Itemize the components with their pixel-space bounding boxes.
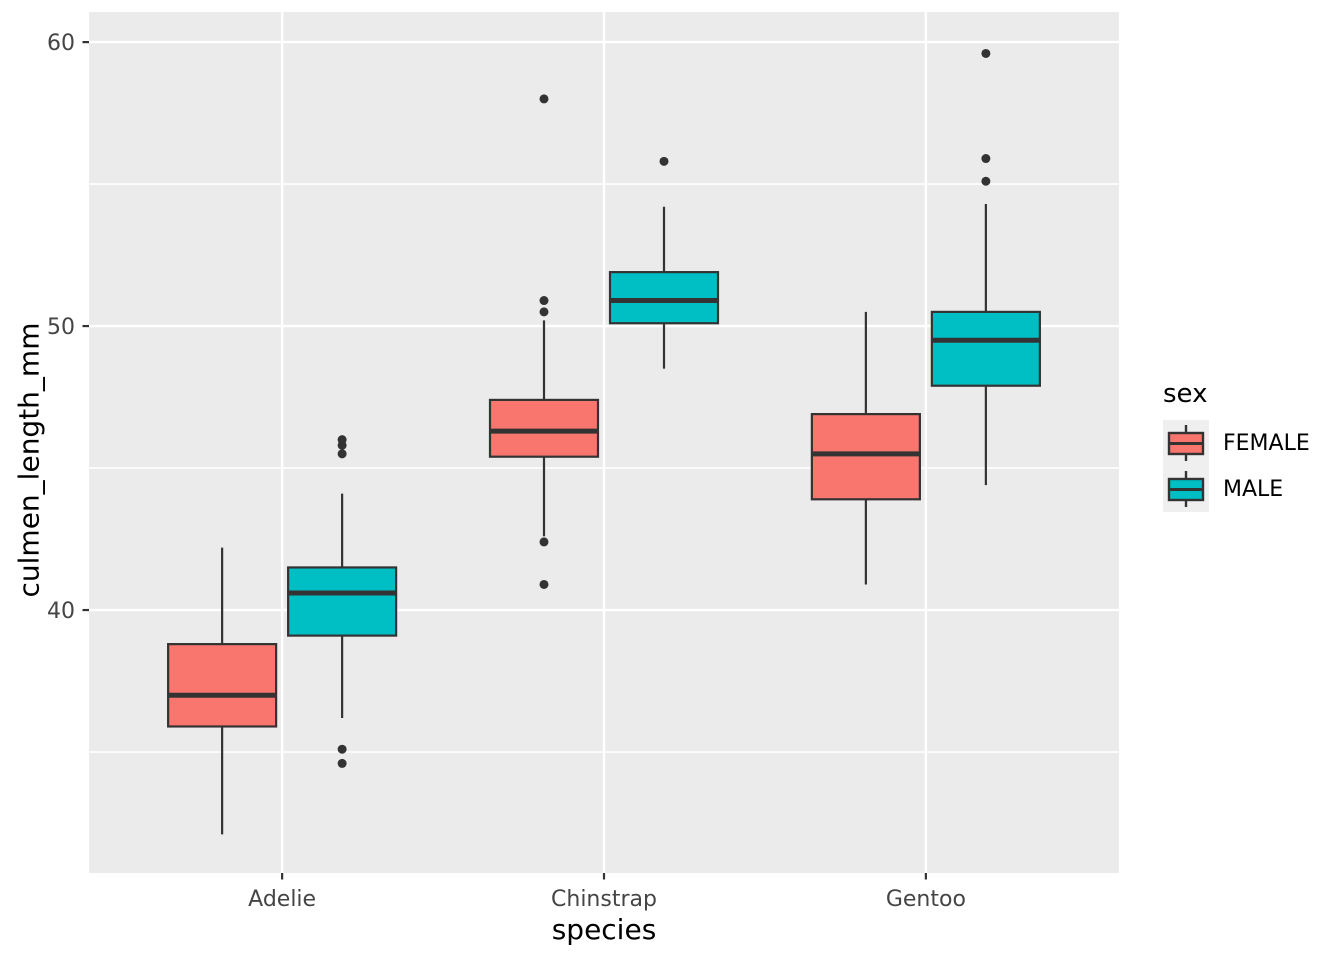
- box-gentoo-female-iqr: [810, 413, 921, 501]
- x-axis-title: species: [551, 913, 657, 946]
- y-axis-title: culmen_length_mm: [12, 322, 46, 598]
- box-gentoo-male-iqr: [930, 310, 1041, 387]
- legend: sex FEMALE MALE: [1163, 379, 1310, 512]
- legend-label-female: FEMALE: [1223, 430, 1310, 456]
- boxplot-key-icon: [1167, 471, 1205, 507]
- box-chinstrap-male-iqr: [608, 271, 720, 325]
- box-chinstrap-female-outlier: [539, 579, 549, 589]
- box-gentoo-male-outlier: [981, 176, 991, 186]
- box-adelie-male-outlier: [337, 449, 347, 459]
- legend-entries: FEMALE MALE: [1163, 420, 1310, 512]
- y-tick-label: 50: [47, 315, 75, 340]
- box-gentoo-male-outlier: [981, 154, 991, 164]
- box-gentoo-male-outlier: [981, 48, 991, 58]
- box-adelie-male-outlier: [337, 744, 347, 754]
- box-chinstrap-male-outlier: [659, 156, 669, 166]
- legend-entry-male: MALE: [1163, 466, 1310, 512]
- legend-key-male: [1163, 466, 1209, 512]
- box-adelie-male-outlier: [337, 435, 347, 445]
- legend-title: sex: [1163, 379, 1208, 409]
- x-tick-label: Chinstrap: [551, 887, 657, 912]
- box-chinstrap-female-outlier: [539, 307, 549, 317]
- box-chinstrap-female-outlier: [539, 537, 549, 547]
- boxplot-key-icon: [1167, 425, 1205, 461]
- y-tick-label: 40: [47, 599, 75, 624]
- box-chinstrap-female-outlier: [539, 94, 549, 104]
- legend-entry-female: FEMALE: [1163, 420, 1310, 466]
- box-adelie-female-iqr: [167, 643, 278, 728]
- box-adelie-male-outlier: [337, 758, 347, 768]
- legend-label-male: MALE: [1223, 476, 1284, 502]
- box-chinstrap-female-outlier: [539, 296, 549, 306]
- y-tick-label: 60: [47, 31, 75, 56]
- x-tick-label: Adelie: [248, 887, 316, 912]
- box-adelie-male-iqr: [287, 566, 398, 637]
- x-tick-label: Gentoo: [886, 887, 966, 912]
- legend-key-female: [1163, 420, 1209, 466]
- box-chinstrap-female-iqr: [488, 398, 600, 458]
